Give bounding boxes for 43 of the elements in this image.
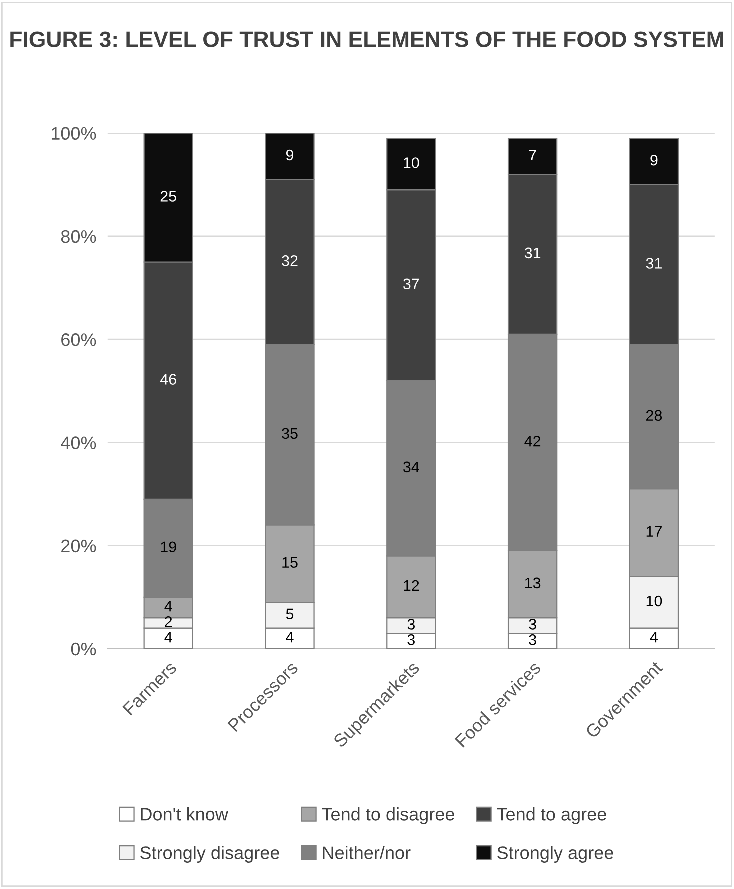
data-label: 10: [404, 158, 420, 168]
data-label: 5: [286, 608, 294, 620]
chart-title: FIGURE 3: LEVEL OF TRUST IN ELEMENTS OF THE FOOD SYSTEM: [10, 32, 724, 48]
data-label: 13: [525, 578, 541, 589]
data-label: 4: [164, 632, 172, 643]
data-label: 3: [529, 619, 536, 630]
data-label: 17: [646, 526, 662, 537]
y-tick-label: 60%: [62, 334, 96, 346]
data-label: 15: [282, 557, 298, 568]
data-label: 4: [286, 632, 294, 643]
y-tick-label: 100%: [52, 127, 96, 140]
data-label: 3: [529, 634, 536, 646]
data-label: 9: [650, 154, 658, 166]
data-label: 12: [404, 580, 420, 592]
data-label: 10: [646, 596, 662, 607]
data-label: 9: [286, 150, 294, 161]
data-label: 25: [160, 191, 176, 202]
data-label: 35: [282, 428, 298, 440]
legend-label: Tend to agree: [497, 808, 606, 824]
data-label: 37: [403, 278, 420, 290]
legend-label: Neither/nor: [323, 846, 411, 860]
legend-label: Don't know: [141, 808, 228, 821]
legend-label: Strongly agree: [498, 846, 614, 863]
y-tick-label: 80%: [61, 230, 96, 244]
legend-label: Strongly disagree: [140, 846, 280, 863]
data-label: 4: [164, 601, 172, 612]
data-label: 3: [408, 634, 415, 646]
data-label: 34: [403, 462, 420, 473]
data-label: 32: [282, 256, 298, 266]
data-label: 31: [524, 248, 541, 259]
data-label: 31: [646, 258, 662, 269]
y-tick-label: 40%: [61, 436, 96, 450]
data-label: 2: [165, 616, 172, 628]
data-label: 7: [529, 150, 536, 161]
data-label: 4: [650, 632, 658, 643]
y-tick-label: 20%: [62, 540, 96, 553]
data-label: 19: [161, 542, 176, 553]
legend-label: Tend to disagree: [322, 808, 454, 824]
data-label: 42: [524, 436, 541, 447]
data-label: 46: [160, 374, 176, 385]
y-tick-label: 0%: [71, 642, 96, 656]
data-label: 28: [646, 410, 662, 422]
data-label: 3: [408, 619, 415, 630]
